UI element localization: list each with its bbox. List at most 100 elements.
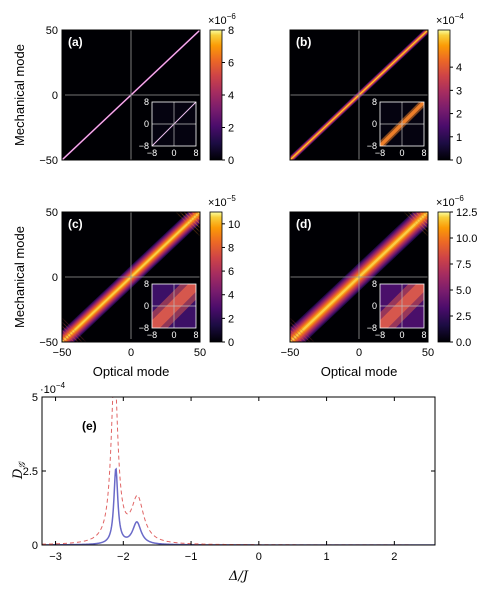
- edge-fringe: [175, 212, 198, 234]
- edge-fringe: [409, 213, 428, 233]
- y-axis-label: Mechanical mode: [12, 44, 27, 146]
- edge-fringe: [290, 330, 303, 342]
- colorbar-tick-label: 1: [456, 132, 462, 144]
- colorbar-exponent: ×10−4: [436, 12, 464, 27]
- ytick-label: 5: [32, 392, 38, 404]
- edge-fringe: [290, 333, 298, 342]
- colorbar: 12.5 10.0 7.5 5.0 2.5 0.0 ×10−6: [436, 194, 477, 349]
- edge-fringe: [178, 214, 200, 237]
- edge-fringe: [290, 321, 309, 341]
- edge-fringe: [196, 212, 200, 217]
- colorbar-exponent: ×10−5: [208, 194, 236, 209]
- edge-fringe: [290, 317, 312, 340]
- edge-fringe: [403, 212, 426, 234]
- colorbar-tick-label: 4: [228, 90, 234, 102]
- x-axis-label: Optical mode: [93, 364, 170, 379]
- edge-fringe: [290, 329, 302, 342]
- colorbar-gradient: [437, 211, 451, 343]
- ytick-label: 50: [46, 25, 58, 37]
- series-dashed-line: [42, 397, 435, 545]
- edge-fringe: [185, 213, 200, 229]
- edge-fringe: [291, 323, 311, 342]
- xtick-label: −50: [53, 347, 72, 359]
- colorbar-tick-label: 2: [228, 313, 234, 325]
- inset-xtick: −8: [375, 148, 385, 158]
- edge-fringe: [413, 213, 428, 229]
- colorbar-tick-label: 10: [228, 219, 240, 231]
- edge-fringe: [62, 317, 84, 340]
- edge-fringe: [62, 334, 71, 342]
- xtick-label: 0: [256, 551, 262, 563]
- xtick-label: 0: [356, 347, 362, 359]
- y-scale-factor: ·10−4: [40, 381, 66, 396]
- inset-ytick: 8: [144, 97, 149, 107]
- inset-ytick: 0: [372, 301, 377, 311]
- edge-fringe: [411, 212, 427, 227]
- edge-fringe: [420, 212, 428, 221]
- colorbar-tick-label: 7.5: [456, 259, 471, 271]
- inset-ytick: −8: [139, 323, 149, 333]
- colorbar-tick-label: 4: [228, 290, 234, 302]
- edge-fringe: [62, 330, 75, 342]
- colorbar-gradient: [209, 211, 223, 343]
- edge-fringe: [291, 327, 307, 342]
- colorbar-tick-label: 2: [456, 109, 462, 121]
- edge-fringe: [415, 212, 428, 224]
- panel-label: (d): [296, 217, 311, 231]
- colorbar-tick-label: 10.0: [456, 233, 477, 245]
- colorbar-tick-label: 2: [228, 123, 234, 135]
- inset-xtick: 8: [421, 148, 426, 158]
- inset-ytick: 0: [372, 119, 377, 129]
- x-axis-label: Optical mode: [321, 364, 398, 379]
- inset-xtick: 8: [193, 330, 198, 340]
- ytick-label: 0: [32, 540, 38, 552]
- x-axis-label: Δ/J: [228, 569, 249, 584]
- inset: 8 0 −8−8 0 8: [367, 279, 427, 340]
- inset-xtick: −8: [147, 330, 157, 340]
- inset-xtick: −8: [147, 148, 157, 158]
- colorbar-tick-label: 8: [228, 25, 234, 37]
- inset: 8 0 −8−8 0 8: [139, 97, 199, 158]
- xtick-label: −2: [117, 551, 130, 563]
- colorbar-tick-label: 4: [456, 62, 462, 74]
- edge-fringe: [424, 212, 428, 217]
- panel-label: (a): [68, 35, 83, 49]
- colorbar-tick-label: 0: [456, 155, 462, 167]
- heatmap-panel-b: (b) 8 0 −8−8 0 8 4 3 2 1 0 ×10−4: [289, 12, 464, 167]
- edge-fringe: [406, 214, 428, 237]
- edge-fringe: [290, 334, 299, 342]
- ytick-label: 0: [52, 90, 58, 102]
- colorbar: 10 8 6 4 2 0 ×10−5: [208, 194, 240, 349]
- edge-fringe: [62, 337, 66, 342]
- edge-fringe: [187, 212, 200, 224]
- edge-fringe: [423, 212, 428, 216]
- edge-fringe: [290, 338, 295, 342]
- inset-ytick: 8: [372, 97, 377, 107]
- edge-fringe: [179, 212, 199, 231]
- heatmap-panel-a: (a) 8 0 −8−8 0 8 50 0 −50 Mechanical mode 8 6 4 2 0 ×10…: [12, 12, 236, 167]
- plot-frame: [289, 29, 429, 161]
- edge-fringe: [191, 212, 200, 220]
- colorbar-tick-label: 6: [228, 58, 234, 70]
- panel-label: (e): [82, 419, 97, 433]
- xtick-label: 2: [391, 551, 397, 563]
- colorbar-exponent: ×10−6: [436, 194, 464, 209]
- colorbar-exponent: ×10−6: [208, 12, 236, 27]
- colorbar-tick-label: 5.0: [456, 285, 471, 297]
- inset-ytick: 0: [144, 119, 149, 129]
- plot-frame: [41, 396, 436, 546]
- inset: 8 0 −8−8 0 8: [139, 279, 199, 340]
- colorbar: 8 6 4 2 0 ×10−6: [208, 12, 236, 167]
- xtick-label: 50: [422, 347, 434, 359]
- edge-fringe: [183, 212, 199, 227]
- ytick-label: −50: [39, 337, 58, 349]
- edge-fringe: [63, 327, 79, 342]
- series-solid-line: [42, 467, 435, 545]
- inset-xtick: 0: [171, 330, 176, 340]
- inset-xtick: 8: [193, 148, 198, 158]
- edge-fringe: [407, 212, 427, 231]
- edge-fringe: [62, 338, 67, 342]
- panel-label: (c): [68, 217, 83, 231]
- edge-fringe: [290, 337, 294, 342]
- inset-xtick: 0: [171, 148, 176, 158]
